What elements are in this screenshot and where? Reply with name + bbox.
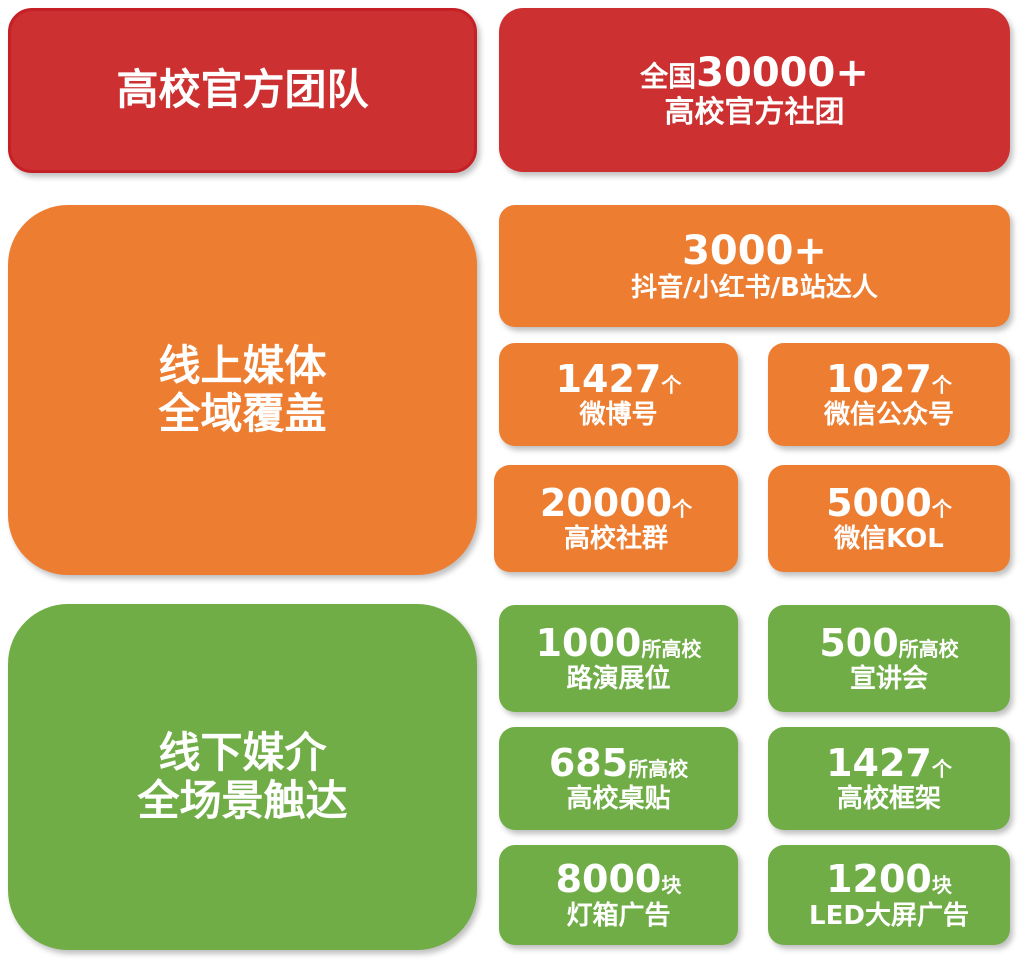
offline-title-line2: 全场景触达 <box>137 776 348 825</box>
stat-card: 5000个微信KOL <box>768 465 1010 572</box>
stat-unit: 个 <box>661 372 682 397</box>
stat-unit: 所高校 <box>628 756 689 781</box>
stat-label: 路演展位 <box>566 664 671 695</box>
stat-value: 1027 <box>826 356 932 401</box>
online-media-card: 线上媒体 全域覆盖 <box>8 205 477 575</box>
stat-unit: 所高校 <box>898 636 959 661</box>
stat-unit: 个 <box>672 496 693 521</box>
stat-value: 1000 <box>535 620 642 665</box>
offline-title-line1: 线下媒介 <box>158 727 327 777</box>
stat-value: 3000+ <box>682 228 827 275</box>
stat-unit: 块 <box>931 873 952 898</box>
stat-label: 高校框架 <box>836 784 941 815</box>
stat-card: 1427个 微博号 <box>499 343 738 446</box>
stat-value: 5000 <box>826 480 932 525</box>
stat-label: 微博号 <box>579 400 658 431</box>
stat-card: 1427个高校框架 <box>768 727 1010 830</box>
stat-card: 500所高校宣讲会 <box>768 605 1010 712</box>
stat-label: 高校社群 <box>563 524 668 555</box>
stat-label: 微信公众号 <box>823 400 954 431</box>
team-title: 高校官方团队 <box>116 65 369 115</box>
team-stat-value: 30000+ <box>696 49 869 96</box>
online-title-line2: 全域覆盖 <box>158 389 327 438</box>
stat-card: 685所高校高校桌贴 <box>499 727 738 830</box>
stat-unit: 个 <box>931 496 952 521</box>
stat-label: 宣讲会 <box>849 664 928 695</box>
stat-unit: 所高校 <box>641 636 702 661</box>
stat-unit: 个 <box>931 372 952 397</box>
stat-value: 1200 <box>826 857 932 902</box>
stat-unit: 个 <box>931 756 952 781</box>
stat-value: 685 <box>548 740 629 785</box>
stat-label: 微信KOL <box>834 524 944 555</box>
stat-unit: 块 <box>661 873 682 898</box>
stat-card: 1027个微信公众号 <box>768 343 1010 446</box>
stat-label: 灯箱广告 <box>566 900 671 931</box>
team-stat-prefix: 全国 <box>640 59 697 93</box>
offline-media-card: 线下媒介 全场景触达 <box>8 604 477 950</box>
stat-label: 高校桌贴 <box>566 784 671 815</box>
stat-value: 1427 <box>826 740 932 785</box>
online-title-line1: 线上媒体 <box>158 340 327 390</box>
stat-value: 500 <box>819 620 899 665</box>
stat-label: 抖音/小红书/B站达人 <box>631 273 878 304</box>
stat-value: 1427 <box>555 356 662 401</box>
stat-card: 8000块 灯箱广告 <box>499 845 738 945</box>
stat-card: 1200块 LED大屏广告 <box>768 845 1010 945</box>
stat-value: 8000 <box>555 857 662 902</box>
stat-card: 20000个 高校社群 <box>494 465 738 572</box>
online-stat-card: 3000+ 抖音/小红书/B站达人 <box>499 205 1010 327</box>
team-stat-label: 高校官方社团 <box>664 94 845 130</box>
team-stat-card: 全国30000+ 高校官方社团 <box>499 8 1010 172</box>
stat-label: LED大屏广告 <box>809 900 969 931</box>
stat-card: 1000所高校路演展位 <box>499 605 738 712</box>
stat-value: 20000 <box>539 480 673 525</box>
team-title-card: 高校官方团队 <box>8 8 477 173</box>
